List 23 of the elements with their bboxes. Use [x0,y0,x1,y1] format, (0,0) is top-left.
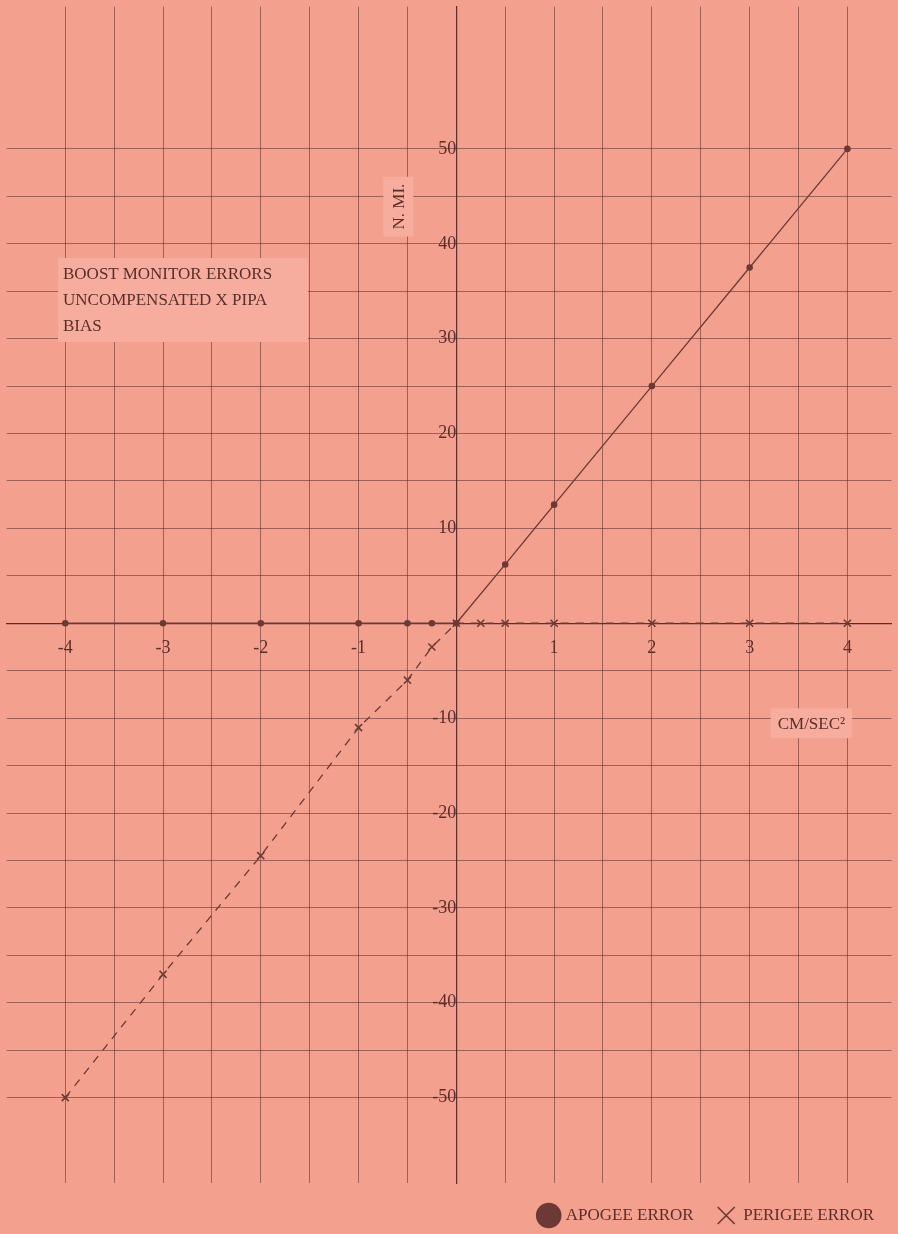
legend-label: PERIGEE ERROR [743,1204,875,1224]
y-tick-label: -50 [432,1086,457,1107]
x-tick-label: 3 [745,636,755,657]
x-tick-label: 4 [842,636,852,657]
y-tick-label: 10 [438,517,457,538]
y-tick-label: -10 [432,706,457,727]
x-tick-label: 1 [549,636,559,657]
x-tick-label: -1 [351,636,367,657]
y-tick-label: 40 [438,232,457,253]
legend-label: APOGEE ERROR [565,1204,695,1224]
y-tick-label: -30 [432,896,457,917]
y-axis-title: N. MI. [388,183,408,230]
x-tick-label: -2 [253,636,269,657]
x-tick-label: -4 [57,636,73,657]
y-tick-label: 50 [438,137,457,158]
y-tick-label: 20 [438,422,457,443]
x-tick-label: 2 [647,636,657,657]
y-tick-label: -20 [432,801,457,822]
x-axis-title: CM/SEC² [777,713,846,733]
text: BOOST MONITOR ERRORS UNCOMPENSATED X PIPA BIAS [58,258,308,342]
y-tick-label: -40 [432,991,457,1012]
x-tick-label: -3 [155,636,171,657]
y-tick-label: 30 [438,327,457,348]
